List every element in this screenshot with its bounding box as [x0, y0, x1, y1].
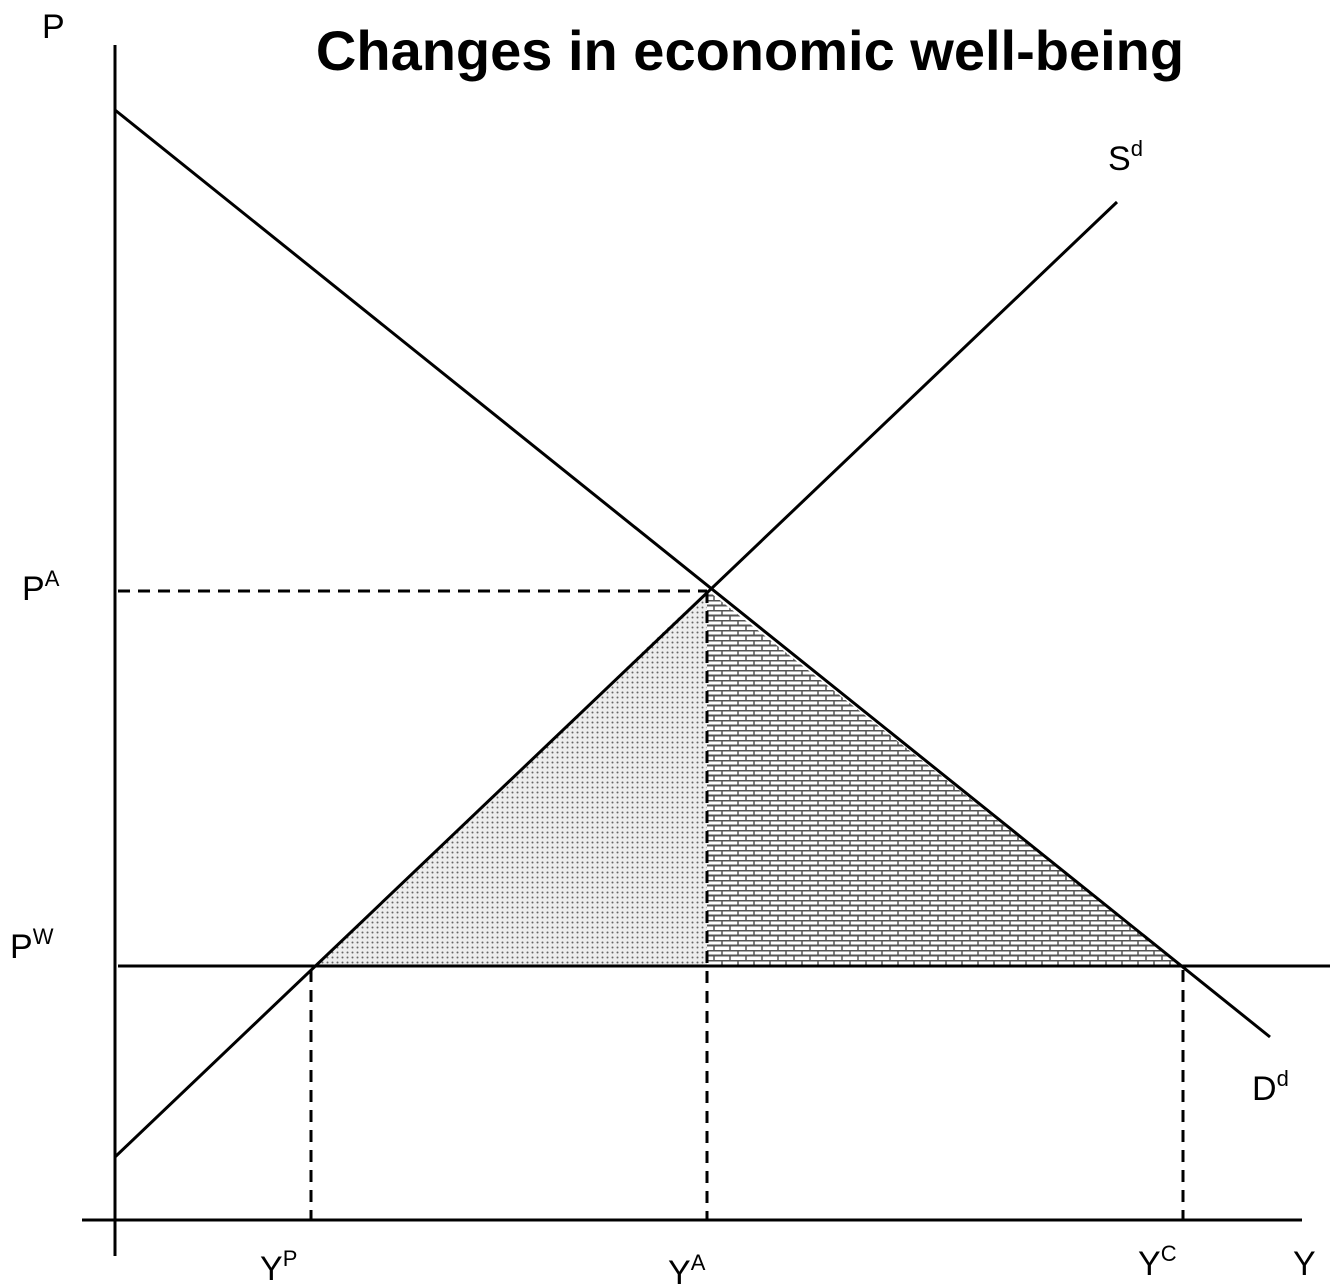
supply-label-sup: d [1131, 136, 1143, 161]
supply-label-base: S [1108, 140, 1131, 178]
world-price-label: PW [10, 924, 54, 966]
consumer-quantity-sup: C [1161, 1241, 1177, 1266]
autarky-quantity-base: Y [668, 1254, 691, 1288]
autarky-price-sup: A [45, 566, 60, 591]
x-axis-label: Y [1293, 1245, 1316, 1283]
supply-curve [113, 200, 1119, 1159]
supply-label: Sd [1108, 136, 1143, 178]
autarky-price-label: PA [22, 566, 60, 608]
world-price-base: P [10, 928, 33, 966]
demand-label: Dd [1252, 1066, 1289, 1108]
y-axis-label: P [42, 8, 65, 46]
consumer-quantity-label: YC [1138, 1241, 1177, 1283]
autarky-quantity-label: YA [668, 1250, 706, 1288]
producer-quantity-label: YP [260, 1246, 297, 1288]
demand-label-sup: d [1277, 1066, 1289, 1091]
producer-quantity-base: Y [260, 1250, 283, 1288]
demand-curve [114, 108, 1271, 1039]
title: Changes in economic well-being [316, 19, 1184, 82]
autarky-quantity-sup: A [691, 1250, 706, 1275]
producer-quantity-sup: P [283, 1246, 298, 1271]
autarky-price-base: P [22, 570, 45, 608]
demand-label-base: D [1252, 1070, 1277, 1108]
consumer-quantity-base: Y [1138, 1245, 1161, 1283]
world-price-sup: W [33, 924, 54, 949]
